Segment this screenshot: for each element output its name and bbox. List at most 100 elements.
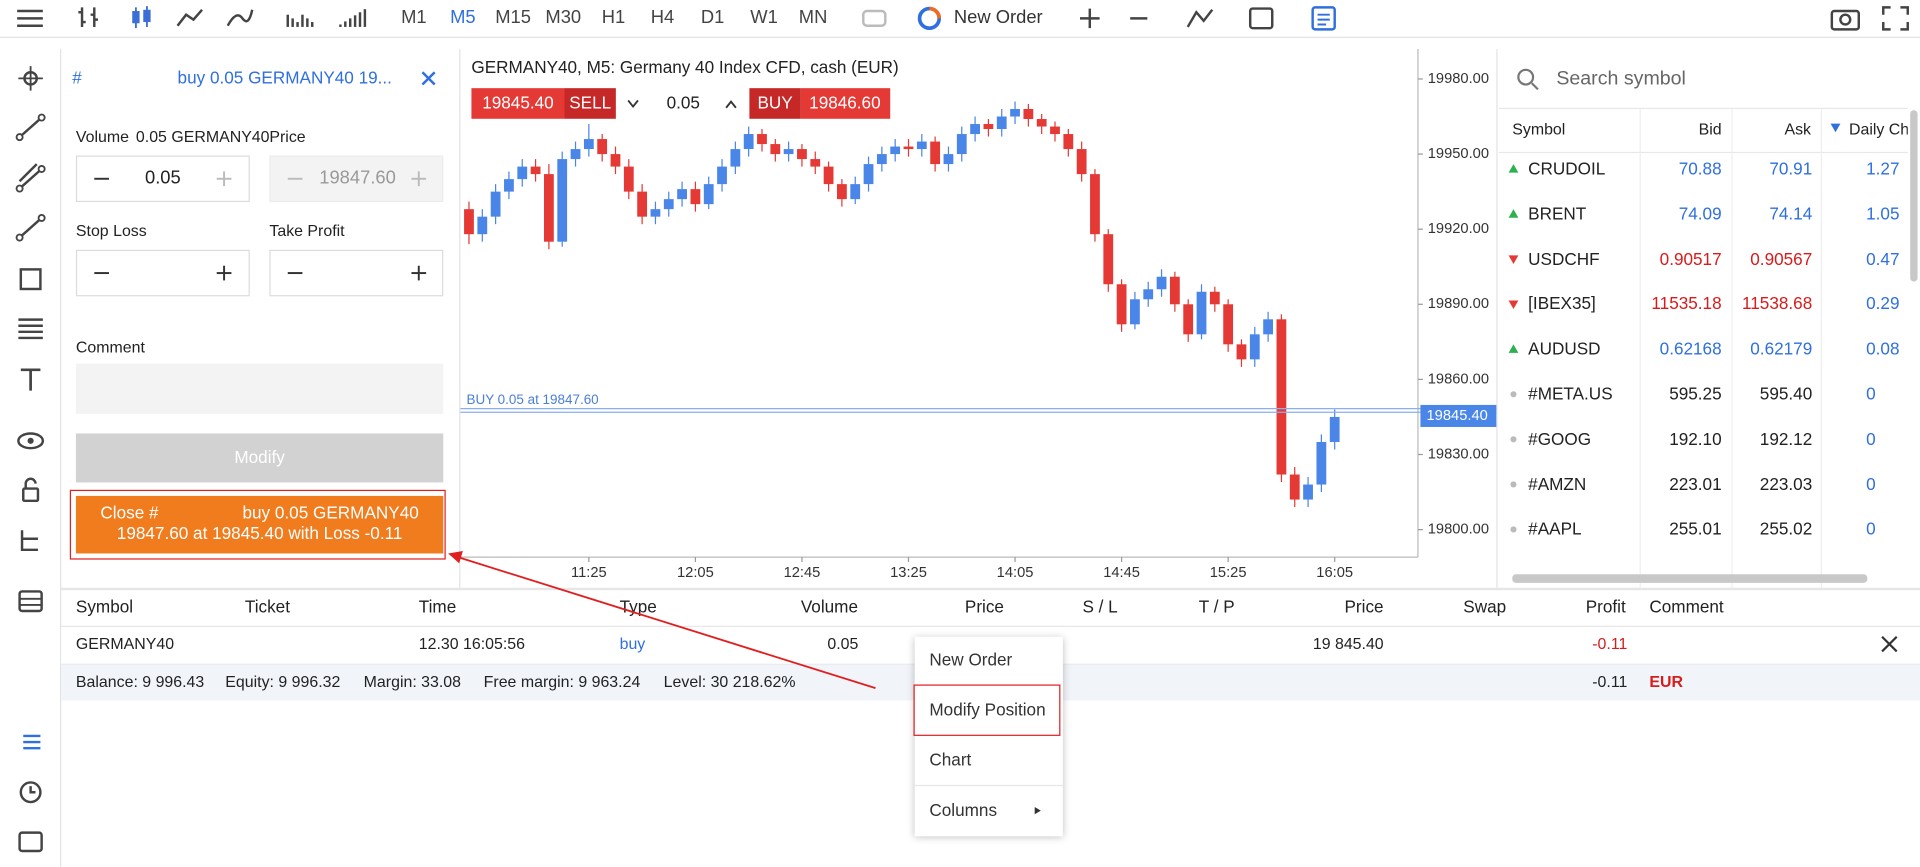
take-profit-label: Take Profit: [269, 221, 345, 240]
scrollbar-v[interactable]: [1910, 110, 1918, 282]
candle-body: [1196, 291, 1207, 335]
search-input[interactable]: Search symbol: [1556, 68, 1686, 90]
ask: 0.62179: [1750, 338, 1813, 359]
symbol[interactable]: USDCHF: [1528, 248, 1600, 269]
candle-body: [517, 166, 528, 180]
candle-body: [1063, 134, 1074, 150]
market-watch: [1496, 48, 1920, 588]
table-header-border: [61, 625, 1920, 627]
symbol[interactable]: #GOOG: [1528, 428, 1592, 449]
candle-body: [1090, 174, 1100, 235]
time-tick-label: 12:05: [677, 565, 714, 581]
ask: 595.40: [1759, 383, 1813, 404]
time-tick-label: 12:45: [784, 565, 821, 581]
volume-value[interactable]: 0.05: [144, 167, 181, 189]
buy-button: [749, 88, 801, 119]
zoom-in-icon: [1080, 8, 1100, 29]
volume-symbol: 0.05 GERMANY40: [135, 127, 270, 146]
toolbox-icon: [19, 597, 42, 606]
candle-body: [916, 141, 927, 150]
candle-body: [863, 164, 874, 185]
timeframe-button[interactable]: H1: [601, 7, 626, 28]
account-level: Level: 30 218.62%: [663, 672, 796, 691]
price: 19 845.40: [1312, 634, 1384, 653]
menu-highlight: [913, 684, 1061, 736]
candle-body: [943, 154, 954, 165]
symbol[interactable]: [IBEX35]: [1528, 293, 1596, 314]
candle-body: [717, 166, 727, 185]
order-hash: #: [72, 67, 82, 88]
fullscreen-icon: [1882, 6, 1909, 31]
trade-volume: 0.05: [667, 93, 700, 113]
symbol[interactable]: #AAPL: [1528, 518, 1582, 539]
menu-item[interactable]: New Order: [929, 649, 1013, 669]
candle-body: [1036, 119, 1047, 127]
time-tick-label: 14:45: [1103, 565, 1140, 581]
daily-change: 0.29: [1866, 293, 1900, 314]
timeframe-button[interactable]: H4: [650, 7, 675, 28]
bid: 192.10: [1669, 428, 1722, 449]
symbol[interactable]: BRENT: [1528, 203, 1587, 223]
daily-change: 0: [1866, 518, 1876, 539]
timeframe-button[interactable]: M30: [545, 7, 582, 28]
candle-body: [983, 124, 994, 130]
column-header: S / L: [1082, 596, 1118, 617]
candle-body: [890, 146, 901, 155]
candle-body: [597, 139, 608, 155]
column-header: Volume: [800, 596, 859, 617]
close-position-button[interactable]: [75, 495, 444, 554]
timeframe-button[interactable]: MN: [798, 7, 828, 28]
comment-input[interactable]: [75, 363, 444, 414]
trend-up: [1508, 344, 1519, 353]
candle-body: [1276, 319, 1287, 475]
candle-body: [1010, 109, 1020, 117]
toolbox-panel: [61, 587, 1920, 867]
history-icon: [29, 786, 36, 794]
timeframe-button[interactable]: W1: [750, 7, 778, 28]
symbol[interactable]: AUDUSD: [1528, 338, 1601, 359]
trend-down: [1508, 255, 1519, 264]
column-header: Price: [964, 596, 1004, 617]
price-tick-label: 19950.00: [1428, 146, 1489, 162]
timeframe-button[interactable]: M15: [495, 7, 531, 28]
close-label: Close #: [100, 502, 159, 523]
column-header: Bid: [1698, 119, 1722, 139]
account-free-margin: Free margin: 9 963.24: [483, 672, 641, 691]
ask: 192.12: [1759, 428, 1813, 449]
bid: 11535.18: [1651, 293, 1722, 314]
scrollbar-h[interactable]: [1512, 574, 1868, 583]
draw-line-icon: [37, 165, 46, 173]
timeframe-button[interactable]: D1: [700, 7, 725, 28]
candle-body: [1263, 319, 1273, 335]
candle-body: [1236, 344, 1247, 360]
draw-line-icon: [15, 233, 24, 242]
symbol[interactable]: CRUDOIL: [1528, 158, 1606, 178]
symbol[interactable]: #AMZN: [1528, 473, 1587, 494]
candle-body: [823, 166, 834, 185]
time-tick-label: 14:05: [997, 565, 1034, 581]
candle-body: [1169, 276, 1180, 305]
symbol[interactable]: #META.US: [1528, 383, 1613, 404]
modify-label: Modify: [234, 447, 285, 467]
shape-icon: [19, 268, 42, 291]
volume-label: Volume: [75, 127, 130, 146]
candle-body: [557, 159, 568, 242]
timeframe-button[interactable]: M5: [450, 7, 476, 28]
candle-body: [1050, 126, 1060, 135]
candle-body: [1130, 299, 1140, 325]
indicator-icon: [1186, 9, 1214, 28]
menu-item[interactable]: Columns: [929, 799, 998, 820]
new-order-button[interactable]: New Order: [953, 7, 1043, 28]
candle-body: [1183, 304, 1194, 335]
modify-button[interactable]: [75, 433, 444, 483]
candle-body: [610, 154, 621, 167]
trend-up: [1508, 164, 1519, 173]
draw-line-icon: [18, 116, 43, 139]
candle-body: [730, 149, 741, 167]
timeframe-button[interactable]: M1: [401, 7, 427, 28]
candle-body: [464, 209, 474, 235]
menu-item[interactable]: Modify Position: [929, 699, 1046, 720]
menu-item[interactable]: Chart: [929, 749, 972, 770]
